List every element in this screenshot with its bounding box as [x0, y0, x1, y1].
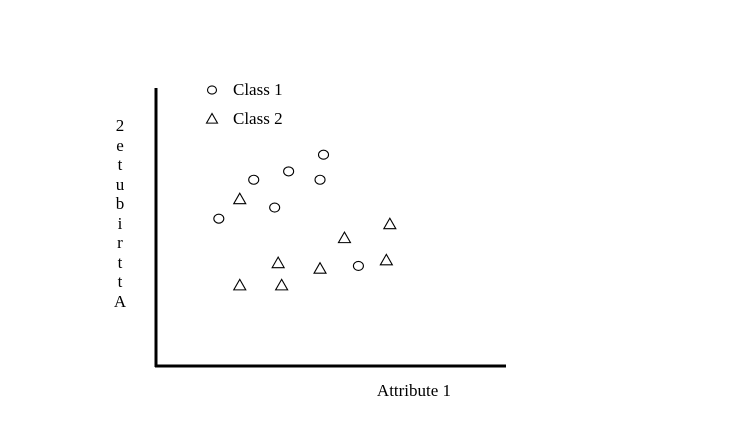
class2-point [379, 253, 394, 266]
class2-point [337, 231, 352, 244]
class1-point [352, 260, 364, 271]
class2-point [274, 278, 289, 291]
y-axis-label-char: t [117, 155, 123, 174]
class2-point [382, 217, 397, 230]
class1-point [269, 202, 281, 213]
y-axis-label-char: r [117, 233, 123, 252]
class1-point [283, 166, 295, 177]
y-axis-label-char: A [113, 291, 127, 311]
class2-point [313, 261, 327, 274]
class1-point [317, 149, 330, 160]
y-axis-label-char: u [115, 174, 125, 194]
legend-label: Class 2 [233, 109, 283, 128]
legend: Class 1 Class 2 [205, 80, 283, 128]
x-axis-label: Attribute 1 [377, 381, 451, 400]
y-axis-label-char: i [117, 213, 123, 233]
y-axis-label-char: t [117, 272, 123, 291]
legend-circle-icon [206, 85, 218, 95]
legend-label: Class 1 [233, 80, 283, 99]
class1-point [213, 213, 225, 224]
class2-point [232, 278, 247, 291]
class2-point [271, 256, 286, 269]
y-axis-label-char: b [115, 194, 125, 213]
class2-point [232, 192, 247, 205]
y-axis-label-char: e [116, 135, 124, 155]
class1-point [314, 174, 326, 185]
y-axis-label-char: 2 [115, 116, 125, 135]
class1-point [248, 174, 260, 185]
data-points [213, 149, 397, 291]
y-axis-label-char: t [117, 252, 123, 272]
legend-triangle-icon [205, 112, 219, 124]
